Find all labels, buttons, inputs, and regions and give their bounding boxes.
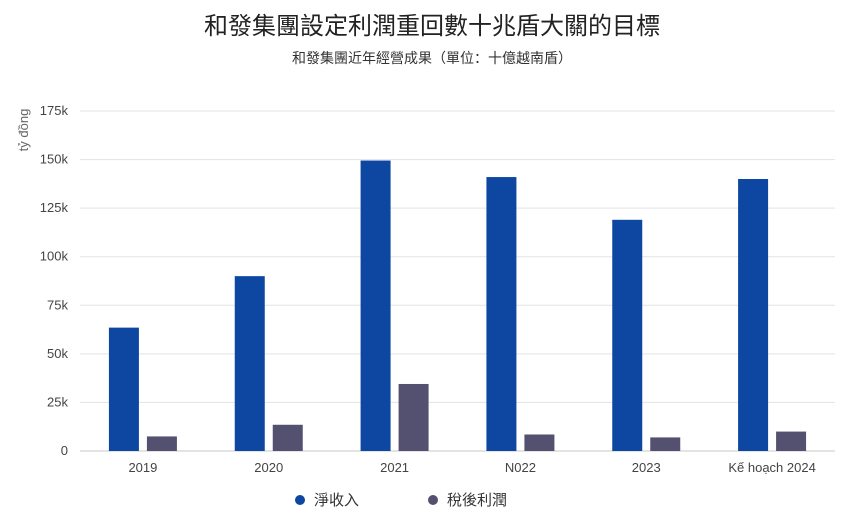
y-axis-label: tỷ đồng <box>16 109 31 152</box>
x-axis-ticks: 2019 2020 2021 N022 2023 Kế hoạch 2024 <box>128 460 815 475</box>
gridlines <box>80 110 835 452</box>
x-tick-label: 2019 <box>128 460 157 475</box>
bar-after-tax-profit[interactable] <box>272 424 303 451</box>
x-tick-label: 2020 <box>254 460 283 475</box>
y-tick-label: 175k <box>40 103 69 118</box>
y-tick-label: 125k <box>40 200 69 215</box>
bar-net-revenue[interactable] <box>738 179 769 451</box>
legend-label: 稅後利潤 <box>447 491 507 509</box>
chart-subtitle: 和發集團近年經營成果（單位：十億越南盾） <box>292 50 572 67</box>
bar-after-tax-profit[interactable] <box>398 383 429 451</box>
legend-item[interactable]: 稅後利潤 <box>428 491 507 509</box>
x-tick-label: 2021 <box>380 460 409 475</box>
bar-after-tax-profit[interactable] <box>776 431 807 451</box>
legend-marker <box>428 495 438 505</box>
y-tick-label: 50k <box>47 346 68 361</box>
y-tick-label: 25k <box>47 394 68 409</box>
bar-net-revenue[interactable] <box>108 327 139 451</box>
bar-after-tax-profit[interactable] <box>650 437 681 451</box>
y-tick-label: 100k <box>40 249 69 264</box>
bar-net-revenue[interactable] <box>360 160 391 452</box>
x-tick-label: 2023 <box>632 460 661 475</box>
legend[interactable]: 淨收入 稅後利潤 <box>295 491 507 509</box>
bar-net-revenue[interactable] <box>486 177 517 452</box>
chart-title: 和發集團設定利潤重回數十兆盾大關的目標 <box>204 12 660 40</box>
x-tick-label: N022 <box>505 460 536 475</box>
bar-net-revenue[interactable] <box>612 219 643 451</box>
y-tick-label: 0 <box>61 443 68 458</box>
y-tick-label: 75k <box>47 297 68 312</box>
y-axis-ticks: 0 25k 50k 75k 100k 125k 150k 175k <box>40 103 69 458</box>
bar-after-tax-profit[interactable] <box>146 436 177 451</box>
x-tick-label: Kế hoạch 2024 <box>728 460 815 475</box>
bar-after-tax-profit[interactable] <box>524 434 555 451</box>
bar-net-revenue[interactable] <box>234 276 265 451</box>
legend-label: 淨收入 <box>314 491 359 509</box>
y-tick-label: 150k <box>40 152 69 167</box>
legend-item[interactable]: 淨收入 <box>295 491 359 509</box>
legend-marker <box>295 495 305 505</box>
bars <box>108 160 807 452</box>
